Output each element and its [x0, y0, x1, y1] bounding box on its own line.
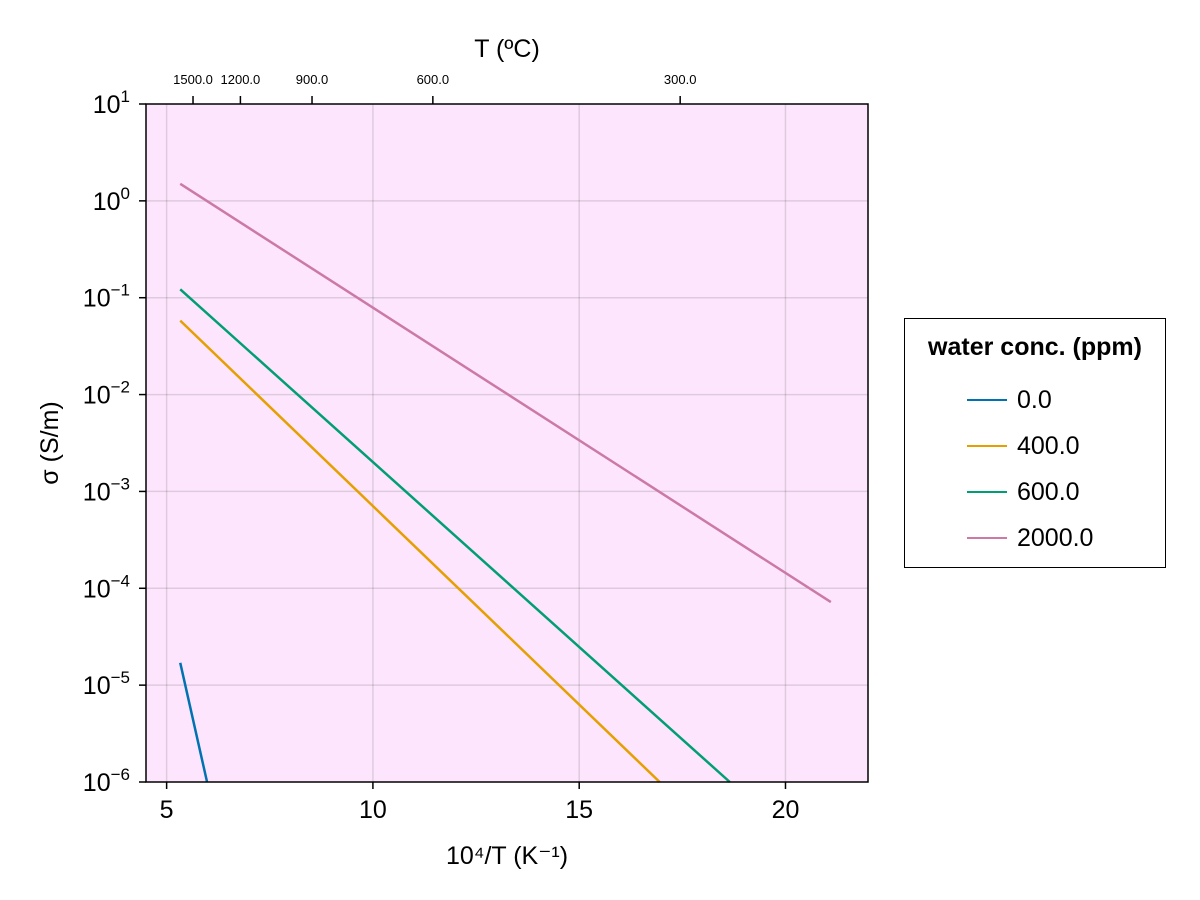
x-tick-label: 10: [359, 796, 387, 824]
legend-item: 400.0: [967, 431, 1080, 461]
top-tick-label: 900.0: [296, 72, 329, 87]
top-tick-label: 1500.0: [173, 72, 213, 87]
y-tick-label: 10−2: [83, 378, 130, 410]
series-line-1: [179, 319, 661, 783]
x-axis-label: 10⁴/T (K⁻¹): [446, 842, 568, 870]
series-line-3: [179, 182, 832, 604]
legend-item: 600.0: [967, 477, 1080, 507]
legend-label: 2000.0: [1017, 523, 1094, 552]
y-axis: 10−6 10−5 10−4 10−3 10−2 10−1 100 101: [83, 87, 146, 797]
x-tick-label: 5: [160, 796, 174, 824]
y-tick-label: 101: [93, 87, 130, 119]
legend-swatch: [967, 399, 1007, 401]
y-tick-label: 10−4: [83, 571, 130, 603]
legend: water conc. (ppm) 0.0 400.0 600.0 2000.0: [904, 318, 1166, 568]
legend-swatch: [967, 445, 1007, 447]
legend-swatch: [967, 537, 1007, 539]
top-tick-label: 600.0: [417, 72, 450, 87]
top-tick-label: 300.0: [664, 72, 697, 87]
plot-area: [146, 104, 868, 782]
y-tick-label: 10−3: [83, 474, 130, 506]
top-axis: 1500.0 1200.0 900.0 600.0 300.0: [173, 72, 696, 104]
y-axis-label: σ (S/m): [36, 401, 64, 484]
legend-swatch: [967, 491, 1007, 493]
legend-label: 400.0: [1017, 431, 1080, 460]
series-layer: [179, 182, 832, 783]
legend-label: 0.0: [1017, 385, 1052, 414]
y-tick-label: 10−1: [83, 281, 130, 313]
y-tick-label: 100: [93, 184, 130, 216]
top-axis-label: T (ºC): [474, 35, 540, 63]
series-line-0: [179, 662, 209, 783]
y-tick-label: 10−5: [83, 668, 130, 700]
x-axis: 5 10 15 20: [160, 782, 800, 824]
top-tick-label: 1200.0: [221, 72, 261, 87]
y-tick-label: 10−6: [83, 765, 130, 797]
legend-item: 2000.0: [967, 523, 1093, 553]
legend-title: water conc. (ppm): [928, 333, 1142, 361]
plot-frame: [145, 103, 869, 783]
legend-label: 600.0: [1017, 477, 1080, 506]
grid: [146, 104, 868, 782]
x-tick-label: 20: [772, 796, 800, 824]
x-tick-label: 15: [565, 796, 593, 824]
series-line-2: [179, 288, 731, 783]
legend-item: 0.0: [967, 385, 1052, 415]
